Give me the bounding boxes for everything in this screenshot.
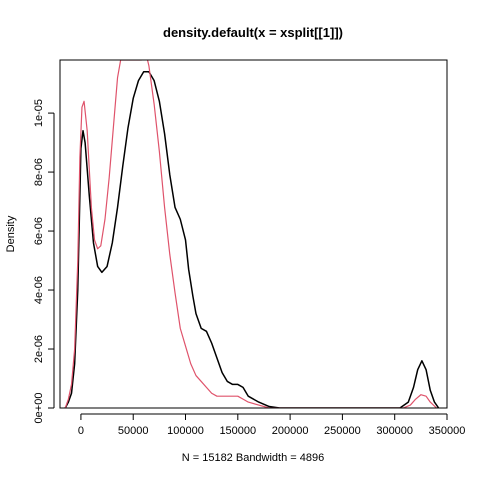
- x-tick-label: 150000: [219, 425, 256, 437]
- axis-layer: 0 50000 100000 150000 200000 250000 300000 3500…: [33, 99, 465, 437]
- y-tick-label: 1e-05: [33, 99, 45, 127]
- series-layer: [60, 60, 447, 408]
- y-tick-label: 6e-06: [33, 217, 45, 245]
- x-axis-title: N = 15182 Bandwidth = 4896: [182, 452, 325, 464]
- x-tick-label: 350000: [429, 425, 466, 437]
- x-tick-label: 250000: [324, 425, 361, 437]
- x-tick-label: 100000: [167, 425, 204, 437]
- x-tick-label: 0: [78, 425, 84, 437]
- y-tick-label: 8e-06: [33, 158, 45, 186]
- y-axis-title: Density: [5, 215, 17, 252]
- y-tick-label: 2e-06: [33, 335, 45, 363]
- x-tick-label: 50000: [118, 425, 149, 437]
- density-series-line-2: [64, 60, 437, 408]
- density-series-line-1: [64, 71, 440, 408]
- x-tick-label: 200000: [272, 425, 309, 437]
- plot-title: density.default(x = xsplit[[1]]): [163, 25, 343, 40]
- y-tick-label: 4e-06: [33, 276, 45, 304]
- x-tick-label: 300000: [376, 425, 413, 437]
- plot-frame: [59, 59, 448, 409]
- y-tick-label: 0e+00: [33, 393, 45, 424]
